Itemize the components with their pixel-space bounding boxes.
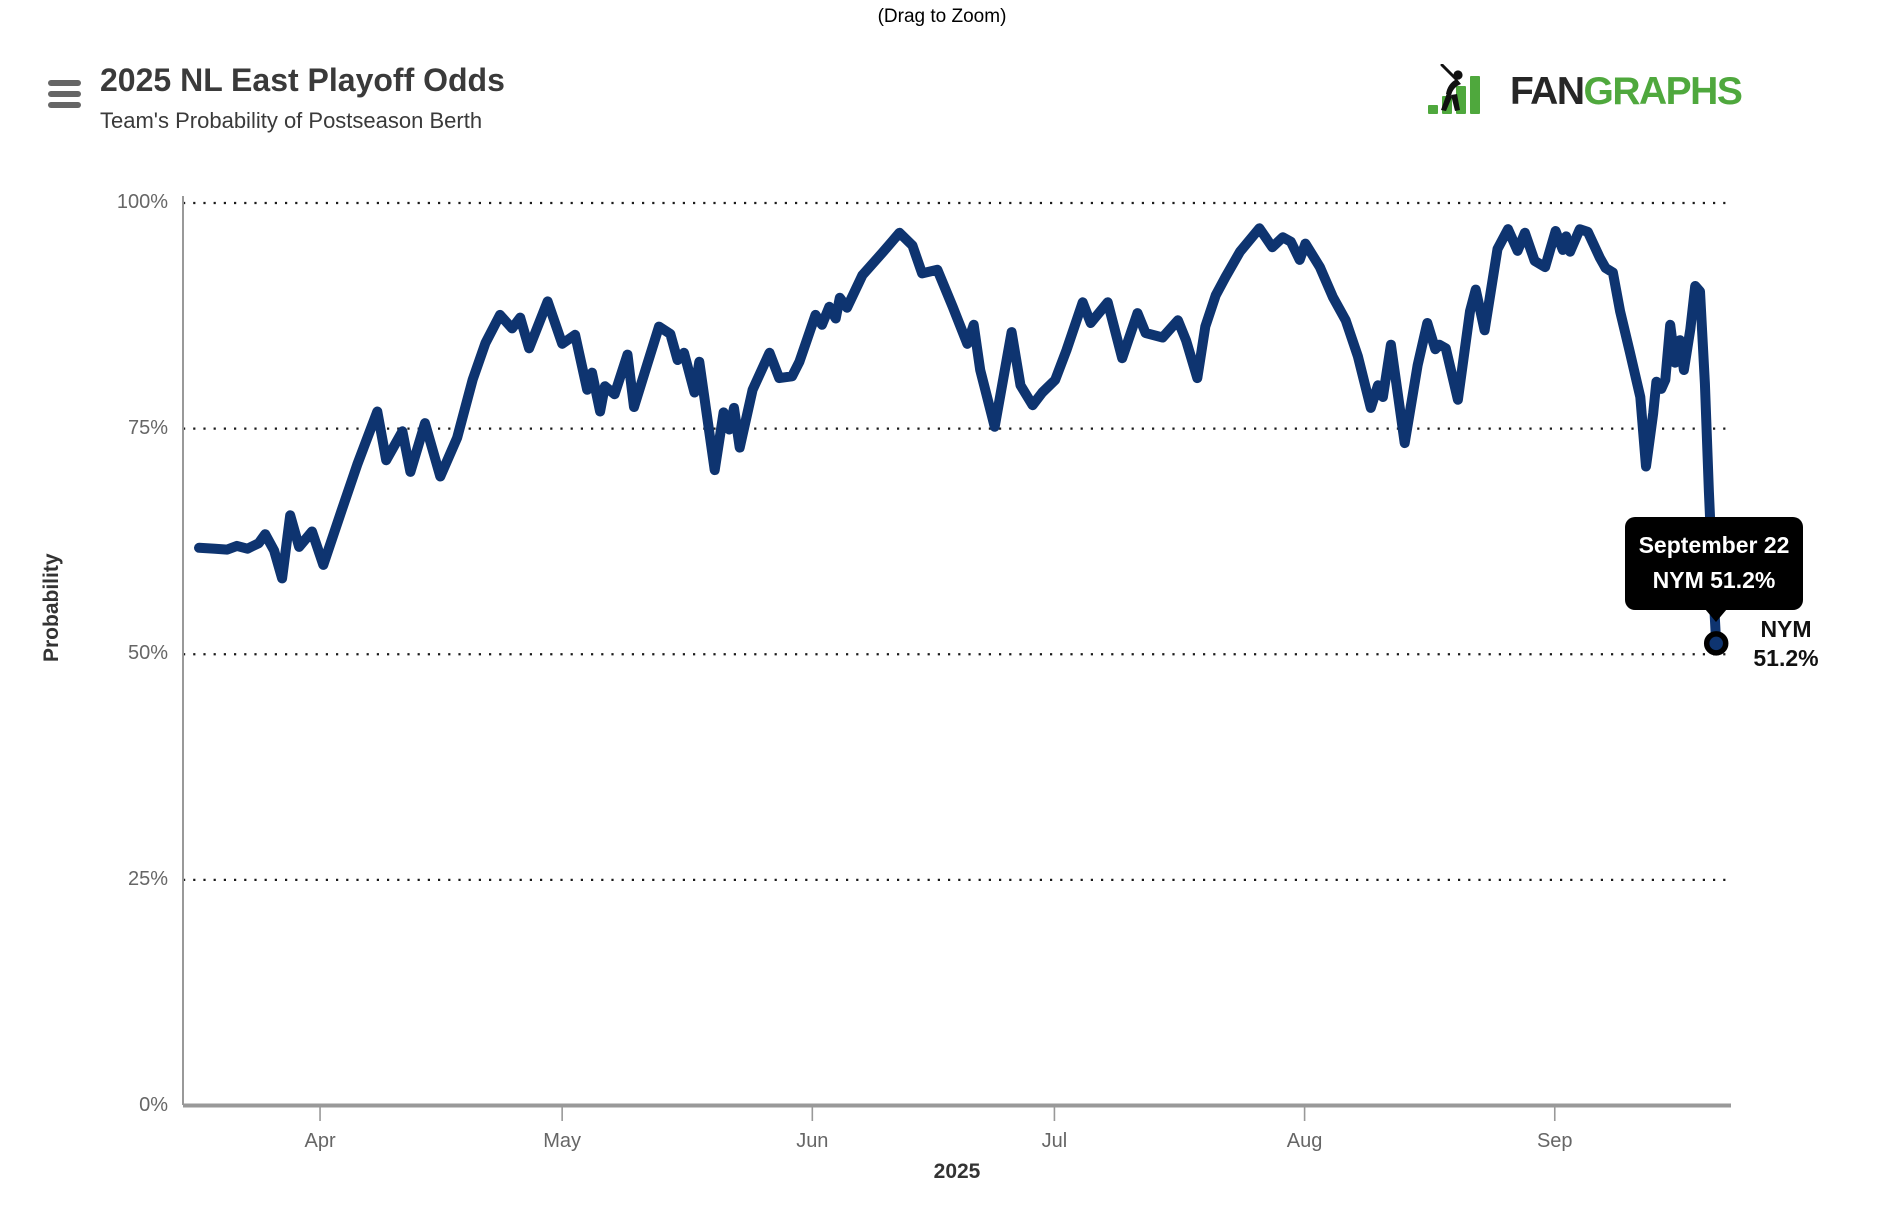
drag-to-zoom-hint: (Drag to Zoom) bbox=[877, 6, 1007, 27]
x-tick-label: Jul bbox=[1041, 1130, 1068, 1152]
end-label-team: NYM bbox=[1760, 616, 1812, 642]
hamburger-menu-icon[interactable] bbox=[48, 80, 81, 108]
fangraphs-logo[interactable]: FANGRAPHS bbox=[1428, 64, 1743, 114]
y-tick-label: 100% bbox=[116, 191, 168, 213]
x-tick-label: Apr bbox=[304, 1130, 336, 1152]
series-end-label: NYM 51.2% bbox=[1746, 615, 1826, 673]
y-tick-label: 0% bbox=[139, 1093, 168, 1116]
end-label-value: 51.2% bbox=[1753, 645, 1819, 671]
logo-text-fan: FAN bbox=[1510, 70, 1585, 113]
y-axis-title: Probability bbox=[40, 553, 63, 662]
x-tick-label: Aug bbox=[1286, 1130, 1323, 1152]
x-tick-label: Jun bbox=[796, 1130, 829, 1152]
tooltip-value: NYM 51.2% bbox=[1652, 567, 1776, 593]
last-point-marker[interactable] bbox=[1703, 631, 1729, 656]
x-axis-year-label: 2025 bbox=[933, 1160, 981, 1183]
fangraphs-batter-bars-icon bbox=[1428, 64, 1506, 114]
tooltip: September 22 NYM 51.2% bbox=[1625, 517, 1803, 622]
page-title: 2025 NL East Playoff Odds bbox=[100, 62, 505, 98]
batter-silhouette-icon bbox=[1440, 64, 1463, 111]
logo-text-graphs: GRAPHS bbox=[1583, 70, 1743, 113]
x-tick-label: May bbox=[543, 1130, 582, 1152]
nym-odds-line[interactable] bbox=[194, 223, 1722, 649]
month-tick-marks bbox=[319, 1107, 1556, 1121]
tooltip-date: September 22 bbox=[1638, 532, 1790, 558]
y-tick-label: 25% bbox=[127, 867, 168, 890]
y-tick-label: 50% bbox=[127, 642, 168, 665]
x-tick-label: Sep bbox=[1536, 1130, 1573, 1152]
page-subtitle: Team's Probability of Postseason Berth bbox=[100, 108, 483, 133]
fangraphs-wordmark: FANGRAPHS bbox=[1510, 70, 1743, 114]
y-tick-label: 75% bbox=[127, 416, 168, 439]
